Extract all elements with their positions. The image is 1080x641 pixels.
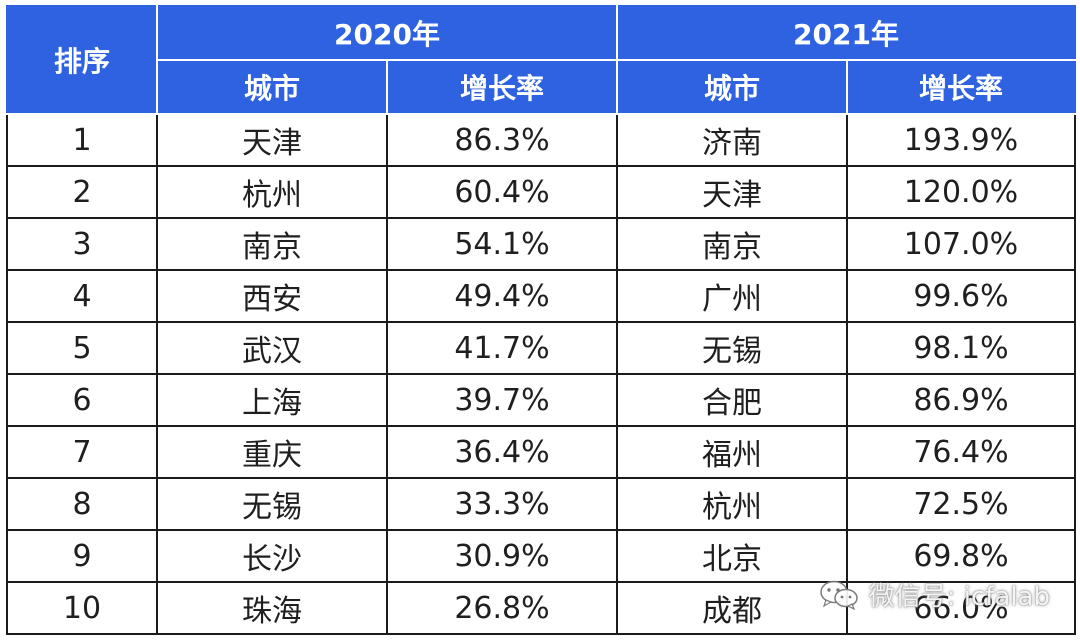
city-2020-cell: 长沙 <box>156 529 388 583</box>
rate-2021-cell: 107.0% <box>846 217 1076 271</box>
city-2020-cell: 南京 <box>156 217 388 271</box>
rate-2021-header: 增长率 <box>846 59 1076 115</box>
city-2021-cell: 天津 <box>616 165 848 219</box>
rate-2020-cell: 33.3% <box>386 477 618 531</box>
table-row: 1 天津 86.3% 济南 193.9% <box>6 113 1076 167</box>
city-2021-cell: 杭州 <box>616 477 848 531</box>
city-2020-cell: 天津 <box>156 113 388 167</box>
rank-cell: 6 <box>6 373 158 427</box>
city-2021-cell: 济南 <box>616 113 848 167</box>
growth-rate-ranking-table: 排序 2020年 2021年 城市 增长率 城市 增长率 1 天津 86.3% … <box>6 5 1076 635</box>
rate-2020-cell: 41.7% <box>386 321 618 375</box>
rate-2021-cell: 193.9% <box>846 113 1076 167</box>
rate-2020-cell: 86.3% <box>386 113 618 167</box>
city-2021-cell: 南京 <box>616 217 848 271</box>
city-2020-cell: 上海 <box>156 373 388 427</box>
year-2020-header: 2020年 <box>156 5 618 61</box>
year-2021-header: 2021年 <box>616 5 1076 61</box>
rate-2021-cell: 120.0% <box>846 165 1076 219</box>
rank-cell: 8 <box>6 477 158 531</box>
rank-cell: 10 <box>6 581 158 635</box>
table-row: 3 南京 54.1% 南京 107.0% <box>6 217 1076 271</box>
rate-2020-cell: 60.4% <box>386 165 618 219</box>
city-2021-cell: 合肥 <box>616 373 848 427</box>
header-sub-row: 城市 增长率 城市 增长率 <box>7 59 1076 115</box>
ranking-table-container: 排序 2020年 2021年 城市 增长率 城市 增长率 1 天津 86.3% … <box>6 5 1076 635</box>
rank-cell: 7 <box>6 425 158 479</box>
rate-2021-cell: 99.6% <box>846 269 1076 323</box>
rate-2021-cell: 69.8% <box>846 529 1076 583</box>
table-row: 8 无锡 33.3% 杭州 72.5% <box>6 477 1076 531</box>
rate-2020-cell: 36.4% <box>386 425 618 479</box>
city-2021-cell: 成都 <box>616 581 848 635</box>
city-2020-cell: 重庆 <box>156 425 388 479</box>
rank-cell: 9 <box>6 529 158 583</box>
table-row: 10 珠海 26.8% 成都 66.0% <box>6 581 1076 635</box>
rate-2020-cell: 26.8% <box>386 581 618 635</box>
table-row: 9 长沙 30.9% 北京 69.8% <box>6 529 1076 583</box>
city-2020-cell: 珠海 <box>156 581 388 635</box>
table-row: 5 武汉 41.7% 无锡 98.1% <box>6 321 1076 375</box>
city-2020-header: 城市 <box>156 59 388 115</box>
rate-2021-cell: 76.4% <box>846 425 1076 479</box>
city-2021-cell: 北京 <box>616 529 848 583</box>
table-row: 2 杭州 60.4% 天津 120.0% <box>6 165 1076 219</box>
city-2020-cell: 西安 <box>156 269 388 323</box>
table-row: 4 西安 49.4% 广州 99.6% <box>6 269 1076 323</box>
city-2020-cell: 武汉 <box>156 321 388 375</box>
rank-cell: 3 <box>6 217 158 271</box>
table-row: 7 重庆 36.4% 福州 76.4% <box>6 425 1076 479</box>
city-2020-cell: 无锡 <box>156 477 388 531</box>
rate-2021-cell: 66.0% <box>846 581 1076 635</box>
city-2021-cell: 福州 <box>616 425 848 479</box>
table-row: 6 上海 39.7% 合肥 86.9% <box>6 373 1076 427</box>
rate-2020-cell: 54.1% <box>386 217 618 271</box>
rate-2021-cell: 98.1% <box>846 321 1076 375</box>
rate-2020-cell: 49.4% <box>386 269 618 323</box>
rank-cell: 4 <box>6 269 158 323</box>
city-2021-header: 城市 <box>616 59 848 115</box>
rate-2021-cell: 72.5% <box>846 477 1076 531</box>
rank-cell: 5 <box>6 321 158 375</box>
rate-2021-cell: 86.9% <box>846 373 1076 427</box>
city-2020-cell: 杭州 <box>156 165 388 219</box>
rank-cell: 1 <box>6 113 158 167</box>
rate-2020-cell: 30.9% <box>386 529 618 583</box>
rate-2020-cell: 39.7% <box>386 373 618 427</box>
city-2021-cell: 无锡 <box>616 321 848 375</box>
city-2021-cell: 广州 <box>616 269 848 323</box>
rank-cell: 2 <box>6 165 158 219</box>
header-year-row: 排序 2020年 2021年 <box>6 5 1076 115</box>
rate-2020-header: 增长率 <box>386 59 618 115</box>
rank-column-header: 排序 <box>6 5 158 115</box>
